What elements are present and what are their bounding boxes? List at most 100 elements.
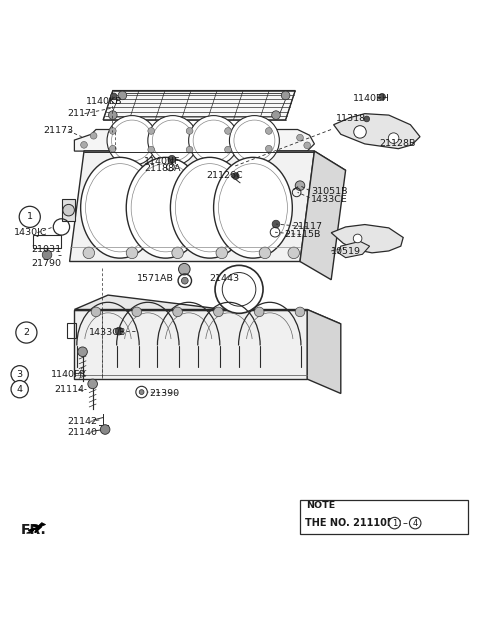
Polygon shape: [334, 114, 420, 149]
Circle shape: [186, 128, 193, 134]
Polygon shape: [70, 151, 314, 261]
Text: 1433CE: 1433CE: [311, 194, 348, 204]
Circle shape: [81, 142, 87, 148]
Circle shape: [388, 133, 399, 144]
Circle shape: [354, 126, 366, 138]
Circle shape: [186, 146, 193, 153]
Text: 1140NF: 1140NF: [144, 157, 180, 166]
Circle shape: [265, 128, 272, 134]
Circle shape: [225, 128, 231, 134]
Text: 21443: 21443: [209, 274, 239, 283]
Text: 21128B: 21128B: [379, 139, 416, 149]
Circle shape: [189, 116, 239, 165]
Circle shape: [389, 517, 400, 529]
Circle shape: [225, 146, 231, 153]
Polygon shape: [331, 225, 403, 253]
Text: –: –: [403, 518, 408, 528]
Circle shape: [132, 307, 142, 317]
Circle shape: [107, 116, 157, 165]
Circle shape: [148, 128, 155, 134]
Circle shape: [173, 307, 182, 317]
Ellipse shape: [170, 157, 249, 258]
Text: 21171: 21171: [67, 109, 97, 118]
Circle shape: [179, 264, 190, 275]
Circle shape: [409, 517, 421, 529]
Circle shape: [281, 91, 290, 100]
Text: 21114: 21114: [54, 384, 84, 394]
Text: 21126C: 21126C: [206, 171, 243, 180]
Polygon shape: [74, 295, 341, 324]
Text: 1: 1: [392, 519, 397, 527]
Circle shape: [353, 234, 362, 243]
Text: 1140KB: 1140KB: [86, 97, 123, 106]
Polygon shape: [338, 241, 370, 258]
Text: 1571AB: 1571AB: [137, 274, 174, 283]
Text: 21140: 21140: [67, 428, 97, 437]
Circle shape: [115, 327, 123, 335]
Text: 3: 3: [17, 370, 23, 379]
Polygon shape: [103, 90, 295, 120]
Circle shape: [90, 132, 97, 139]
Text: THE NO. 21110B :: THE NO. 21110B :: [305, 518, 405, 528]
Circle shape: [16, 322, 37, 343]
Circle shape: [168, 155, 176, 163]
Circle shape: [254, 307, 264, 317]
Text: 1140FR: 1140FR: [51, 370, 87, 379]
Circle shape: [110, 93, 117, 100]
Text: 21142: 21142: [67, 417, 97, 426]
Text: FR.: FR.: [21, 523, 47, 537]
Polygon shape: [84, 151, 346, 170]
Text: 21173: 21173: [43, 126, 73, 136]
Circle shape: [272, 220, 280, 228]
Circle shape: [272, 111, 280, 119]
Circle shape: [139, 389, 144, 394]
Circle shape: [126, 247, 138, 259]
Text: 31051B: 31051B: [311, 188, 348, 196]
Circle shape: [216, 247, 228, 259]
Circle shape: [118, 91, 127, 100]
Text: 4: 4: [17, 384, 23, 394]
Circle shape: [295, 307, 305, 317]
Circle shape: [297, 134, 303, 141]
Circle shape: [148, 146, 155, 153]
Polygon shape: [74, 129, 314, 151]
Circle shape: [229, 116, 279, 165]
Ellipse shape: [81, 157, 159, 258]
Text: 21115B: 21115B: [285, 230, 321, 239]
Text: 21031: 21031: [31, 245, 61, 254]
Circle shape: [215, 266, 263, 313]
Circle shape: [148, 116, 198, 165]
Circle shape: [232, 173, 239, 180]
Text: 1140EH: 1140EH: [353, 94, 390, 103]
Ellipse shape: [126, 157, 205, 258]
Text: 4: 4: [413, 519, 418, 527]
Ellipse shape: [214, 157, 292, 258]
Circle shape: [295, 181, 305, 191]
Circle shape: [78, 347, 87, 357]
Polygon shape: [74, 310, 307, 379]
Text: 21390: 21390: [149, 389, 179, 397]
Text: 21188A: 21188A: [144, 165, 180, 173]
Circle shape: [63, 204, 74, 216]
Text: 21790: 21790: [31, 259, 61, 268]
Circle shape: [88, 379, 97, 389]
Text: 10519: 10519: [331, 248, 361, 256]
Polygon shape: [62, 199, 75, 221]
Circle shape: [172, 247, 183, 259]
Text: 1: 1: [27, 212, 33, 222]
Text: 2: 2: [24, 328, 29, 337]
Text: 21117: 21117: [292, 222, 322, 232]
Circle shape: [11, 366, 28, 383]
Circle shape: [379, 93, 385, 100]
Bar: [300, 500, 468, 534]
Circle shape: [91, 307, 101, 317]
Circle shape: [42, 250, 52, 259]
Circle shape: [11, 381, 28, 398]
Circle shape: [288, 247, 300, 259]
Circle shape: [83, 247, 95, 259]
Circle shape: [364, 116, 370, 122]
Text: 1433CB: 1433CB: [89, 328, 126, 337]
Circle shape: [19, 206, 40, 227]
Circle shape: [265, 145, 272, 152]
Circle shape: [214, 307, 223, 317]
